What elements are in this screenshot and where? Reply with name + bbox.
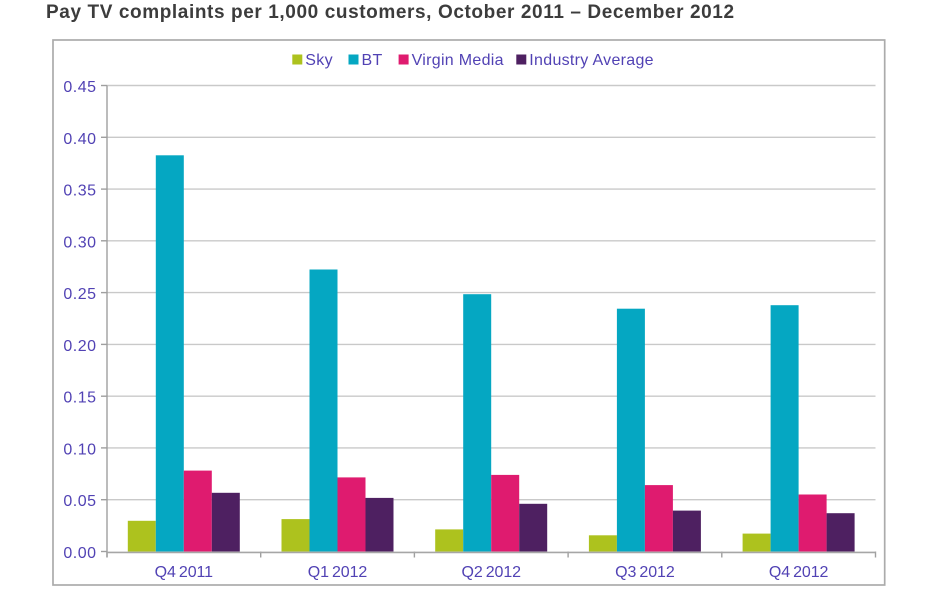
svg-text:Q2 2012: Q2 2012 [461,564,521,581]
svg-text:Sky: Sky [305,52,333,69]
svg-text:0.35: 0.35 [63,183,96,200]
svg-text:0.00: 0.00 [63,545,96,562]
svg-text:Q4 2012: Q4 2012 [769,564,829,581]
svg-text:Pay TV complaints per 1,000 cu: Pay TV complaints per 1,000 customers, O… [46,2,735,23]
svg-text:Q4 2011: Q4 2011 [155,564,213,581]
svg-text:Industry Average: Industry Average [529,52,654,69]
svg-text:0.20: 0.20 [63,338,96,355]
svg-text:0.40: 0.40 [63,131,96,148]
svg-text:0.30: 0.30 [63,234,96,251]
svg-text:0.05: 0.05 [63,493,96,510]
svg-text:Q3 2012: Q3 2012 [615,564,675,581]
svg-text:Virgin Media: Virgin Media [412,52,504,69]
svg-text:0.25: 0.25 [63,286,96,303]
svg-text:0.10: 0.10 [63,441,96,458]
svg-text:0.15: 0.15 [63,390,96,407]
svg-text:0.45: 0.45 [63,79,96,96]
svg-text:BT: BT [362,52,383,69]
svg-text:Q1 2012: Q1 2012 [308,564,368,581]
